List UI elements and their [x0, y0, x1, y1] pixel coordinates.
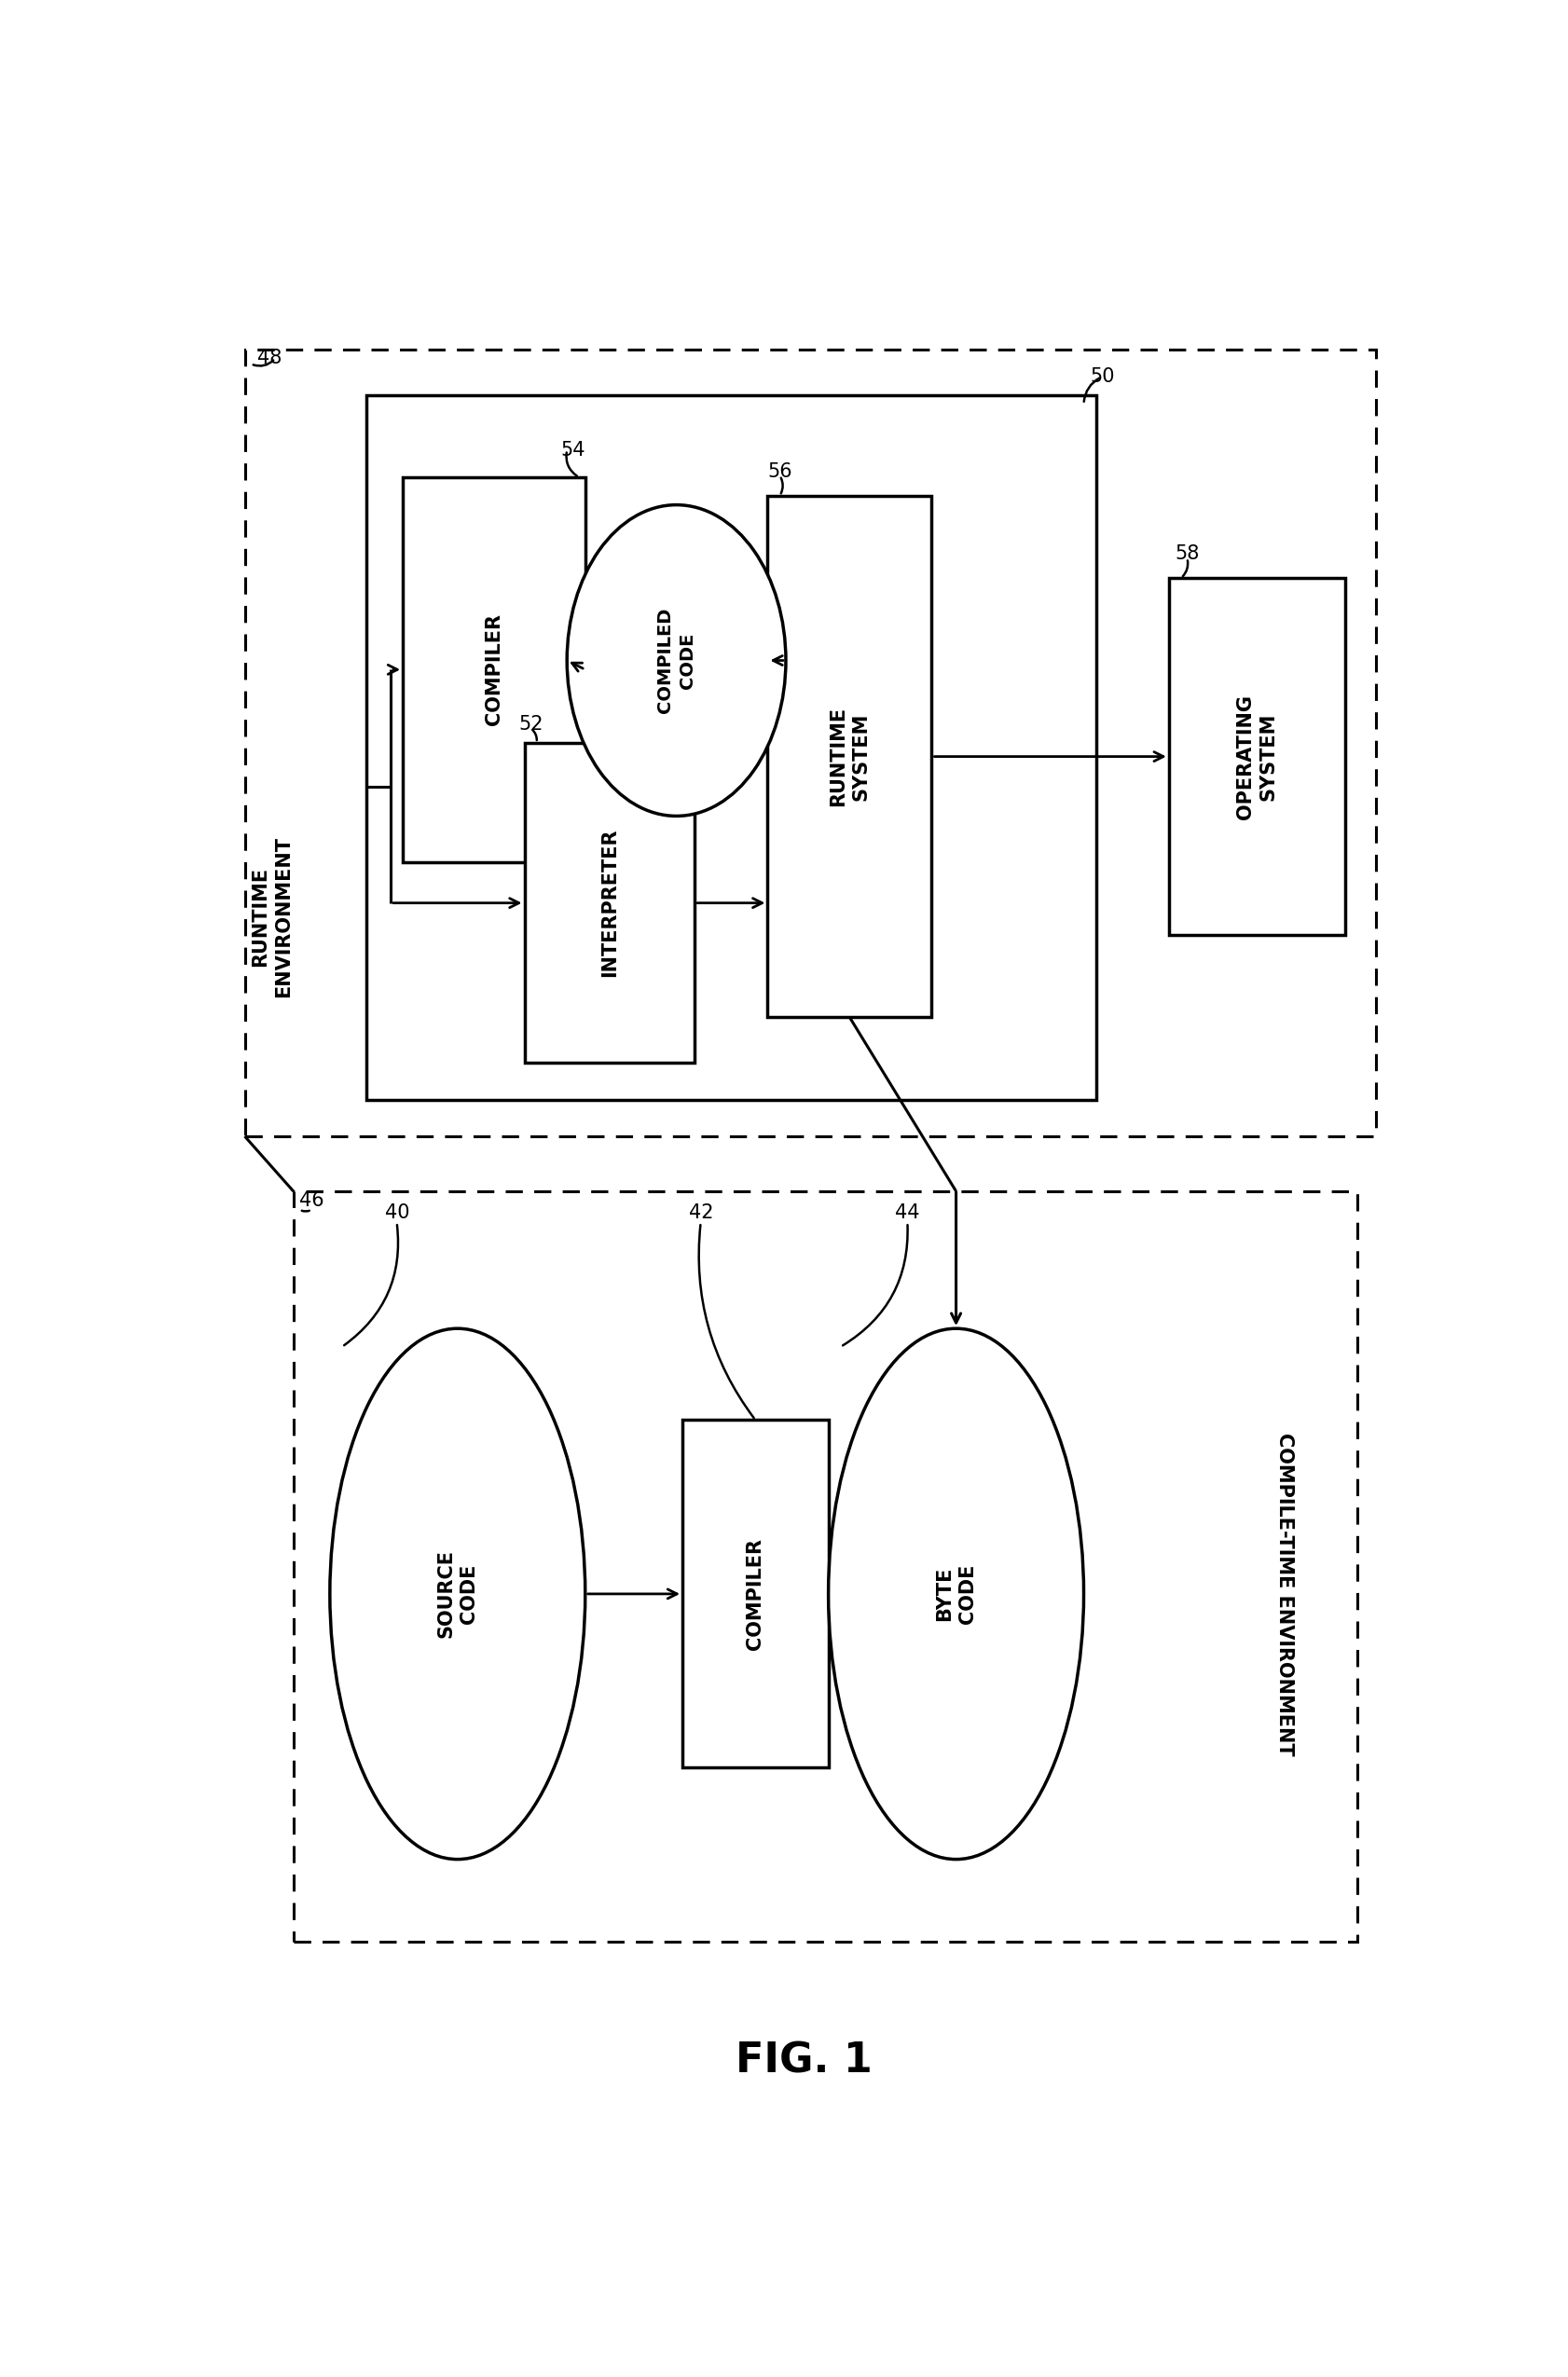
Bar [767, 497, 931, 1017]
Text: 52: 52 [517, 715, 543, 734]
Bar [245, 349, 1375, 1136]
Text: COMPILE-TIME ENVIRONMENT: COMPILE-TIME ENVIRONMENT [1275, 1433, 1294, 1757]
Text: RUNTIME
ENVIRONMENT: RUNTIME ENVIRONMENT [251, 837, 292, 998]
Text: RUNTIME
SYSTEM: RUNTIME SYSTEM [828, 706, 870, 806]
Text: 58: 58 [1174, 544, 1200, 563]
Text: FIG. 1: FIG. 1 [735, 2039, 872, 2080]
Text: SOURCE
CODE: SOURCE CODE [436, 1550, 478, 1638]
Bar [403, 478, 585, 863]
Text: 54: 54 [561, 440, 585, 459]
Text: 50: 50 [1090, 368, 1113, 385]
Bar [682, 1419, 828, 1768]
Text: 44: 44 [895, 1203, 919, 1222]
Text: 56: 56 [767, 464, 792, 480]
Text: OPERATING
SYSTEM: OPERATING SYSTEM [1236, 694, 1276, 820]
Bar [293, 1191, 1356, 1942]
Text: COMPILED
CODE: COMPILED CODE [655, 609, 696, 713]
Ellipse shape [329, 1329, 585, 1859]
Text: 46: 46 [299, 1191, 325, 1210]
Text: INTERPRETER: INTERPRETER [601, 830, 618, 977]
Text: 48: 48 [257, 349, 281, 368]
Text: BYTE
CODE: BYTE CODE [935, 1564, 977, 1623]
Text: COMPILER: COMPILER [746, 1538, 764, 1650]
Bar [524, 742, 695, 1063]
Ellipse shape [828, 1329, 1083, 1859]
Text: COMPILER: COMPILER [485, 613, 503, 725]
Ellipse shape [566, 504, 786, 815]
Bar [365, 395, 1094, 1101]
Bar [1168, 578, 1344, 934]
Text: 40: 40 [384, 1203, 409, 1222]
Text: 42: 42 [688, 1203, 713, 1222]
